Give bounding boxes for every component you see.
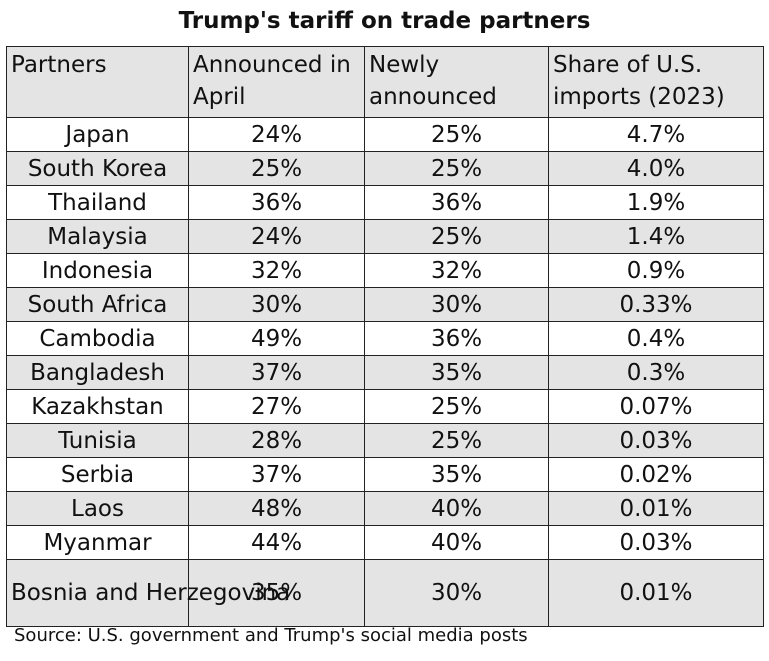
header-row: Partners Announced in April Newly announ… xyxy=(6,46,764,118)
announced-april-cell: 24% xyxy=(188,117,365,152)
share-imports-cell: 1.4% xyxy=(548,219,764,254)
table-row: Tunisia 28% 25% 0.03% xyxy=(6,423,764,458)
partner-cell: Thailand xyxy=(6,185,189,220)
share-imports-cell: 0.01% xyxy=(548,559,764,627)
table-row: Kazakhstan 27% 25% 0.07% xyxy=(6,389,764,424)
partner-cell: Bangladesh xyxy=(6,355,189,390)
newly-announced-cell: 30% xyxy=(364,559,549,627)
partner-cell: Tunisia xyxy=(6,423,189,458)
announced-april-cell: 49% xyxy=(188,321,365,356)
table-row: Indonesia 32% 32% 0.9% xyxy=(6,253,764,288)
table-row: Japan 24% 25% 4.7% xyxy=(6,117,764,152)
newly-announced-cell: 25% xyxy=(364,389,549,424)
partner-cell: Japan xyxy=(6,117,189,152)
table-row: Bangladesh 37% 35% 0.3% xyxy=(6,355,764,390)
newly-announced-cell: 25% xyxy=(364,219,549,254)
table-title: Trump's tariff on trade partners xyxy=(178,8,591,34)
announced-april-cell: 27% xyxy=(188,389,365,424)
partner-cell: Malaysia xyxy=(6,219,189,254)
share-imports-cell: 0.01% xyxy=(548,491,764,526)
share-imports-cell: 1.9% xyxy=(548,185,764,220)
share-imports-cell: 0.03% xyxy=(548,423,764,458)
table-row: South Africa 30% 30% 0.33% xyxy=(6,287,764,322)
partner-cell: Myanmar xyxy=(6,525,189,560)
table-row: Serbia 37% 35% 0.02% xyxy=(6,457,764,492)
column-header-partners: Partners xyxy=(6,46,189,118)
partner-cell: South Korea xyxy=(6,151,189,186)
share-imports-cell: 4.7% xyxy=(548,117,764,152)
newly-announced-cell: 35% xyxy=(364,457,549,492)
newly-announced-cell: 32% xyxy=(364,253,549,288)
announced-april-cell: 32% xyxy=(188,253,365,288)
announced-april-cell: 28% xyxy=(188,423,365,458)
announced-april-cell: 24% xyxy=(188,219,365,254)
announced-april-cell: 35% xyxy=(188,559,365,627)
newly-announced-cell: 25% xyxy=(364,423,549,458)
table-row: Cambodia 49% 36% 0.4% xyxy=(6,321,764,356)
table-row: Laos 48% 40% 0.01% xyxy=(6,491,764,526)
partner-cell: Serbia xyxy=(6,457,189,492)
table-row: Malaysia 24% 25% 1.4% xyxy=(6,219,764,254)
newly-announced-cell: 36% xyxy=(364,321,549,356)
newly-announced-cell: 25% xyxy=(364,117,549,152)
partner-cell: Kazakhstan xyxy=(6,389,189,424)
announced-april-cell: 25% xyxy=(188,151,365,186)
newly-announced-cell: 35% xyxy=(364,355,549,390)
column-header-announced-april: Announced in April xyxy=(188,46,365,118)
source-note: Source: U.S. government and Trump's soci… xyxy=(14,625,528,646)
share-imports-cell: 0.9% xyxy=(548,253,764,288)
partner-cell: Laos xyxy=(6,491,189,526)
partner-cell: South Africa xyxy=(6,287,189,322)
announced-april-cell: 37% xyxy=(188,457,365,492)
newly-announced-cell: 30% xyxy=(364,287,549,322)
announced-april-cell: 36% xyxy=(188,185,365,220)
column-header-share-imports: Share of U.S. imports (2023) xyxy=(548,46,764,118)
announced-april-cell: 30% xyxy=(188,287,365,322)
share-imports-cell: 0.3% xyxy=(548,355,764,390)
newly-announced-cell: 40% xyxy=(364,525,549,560)
announced-april-cell: 37% xyxy=(188,355,365,390)
announced-april-cell: 48% xyxy=(188,491,365,526)
partner-cell: Bosnia and Herzegovina xyxy=(6,559,290,627)
newly-announced-cell: 40% xyxy=(364,491,549,526)
share-imports-cell: 0.02% xyxy=(548,457,764,492)
table-row: Thailand 36% 36% 1.9% xyxy=(6,185,764,220)
share-imports-cell: 4.0% xyxy=(548,151,764,186)
share-imports-cell: 0.33% xyxy=(548,287,764,322)
share-imports-cell: 0.4% xyxy=(548,321,764,356)
newly-announced-cell: 25% xyxy=(364,151,549,186)
table-body: Japan 24% 25% 4.7% South Korea 25% 25% 4.0% Thai… xyxy=(6,117,764,627)
newly-announced-cell: 36% xyxy=(364,185,549,220)
partner-cell: Cambodia xyxy=(6,321,189,356)
partner-cell: Indonesia xyxy=(6,253,189,288)
column-header-newly-announced: Newly announced xyxy=(364,46,549,118)
table-row: Bosnia and Herzegovina 35% 30% 0.01% xyxy=(6,559,764,627)
share-imports-cell: 0.03% xyxy=(548,525,764,560)
announced-april-cell: 44% xyxy=(188,525,365,560)
share-imports-cell: 0.07% xyxy=(548,389,764,424)
table-row: Myanmar 44% 40% 0.03% xyxy=(6,525,764,560)
tariff-table: Partners Announced in April Newly announ… xyxy=(6,46,764,627)
table-row: South Korea 25% 25% 4.0% xyxy=(6,151,764,186)
